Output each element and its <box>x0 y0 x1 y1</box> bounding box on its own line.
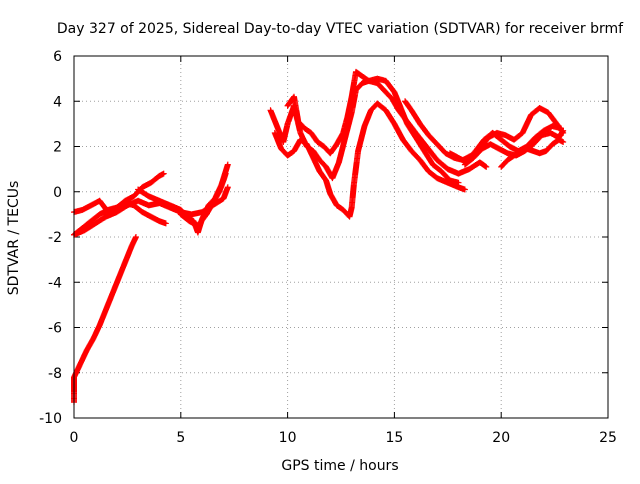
series-markers <box>267 77 490 182</box>
series-midday-b <box>271 100 468 220</box>
grid-lines <box>74 56 608 418</box>
y-tick-label: 2 <box>53 140 62 156</box>
y-tick-label: 6 <box>53 49 62 65</box>
y-axis-label: SDTVAR / TECUs <box>6 181 22 296</box>
series-markers <box>271 100 468 220</box>
x-tick-label: 25 <box>599 430 617 446</box>
series-markers <box>71 234 139 406</box>
y-tick-label: 0 <box>53 185 62 201</box>
y-tick-label: -4 <box>48 275 62 291</box>
x-tick-label: 10 <box>279 430 297 446</box>
y-tick-label: -10 <box>39 411 62 427</box>
x-tick-label: 5 <box>176 430 185 446</box>
x-axis-label: GPS time / hours <box>281 458 398 474</box>
chart-title: Day 327 of 2025, Sidereal Day-to-day VTE… <box>57 21 624 37</box>
series-markers <box>498 136 567 170</box>
series-afternoon-d <box>498 136 567 170</box>
y-tick-label: -6 <box>48 321 62 337</box>
series-markers <box>284 68 462 186</box>
series-markers <box>177 170 229 229</box>
x-tick-label: 20 <box>492 430 510 446</box>
series-midday-c <box>284 68 462 186</box>
series-late-morning-b <box>177 170 229 229</box>
y-tick-label: -8 <box>48 366 62 382</box>
x-tick-label: 15 <box>385 430 403 446</box>
y-tick-label: -2 <box>48 230 62 246</box>
x-tick-label: 0 <box>70 430 79 446</box>
y-tick-label: 4 <box>53 94 62 110</box>
axis-ticks: 0 5 10 15 20 25 -10 -8 -6 -4 -2 0 2 4 6 <box>39 49 617 446</box>
plot-frame <box>73 55 609 419</box>
series-ramp <box>71 234 139 406</box>
series-midday-a <box>267 77 490 182</box>
